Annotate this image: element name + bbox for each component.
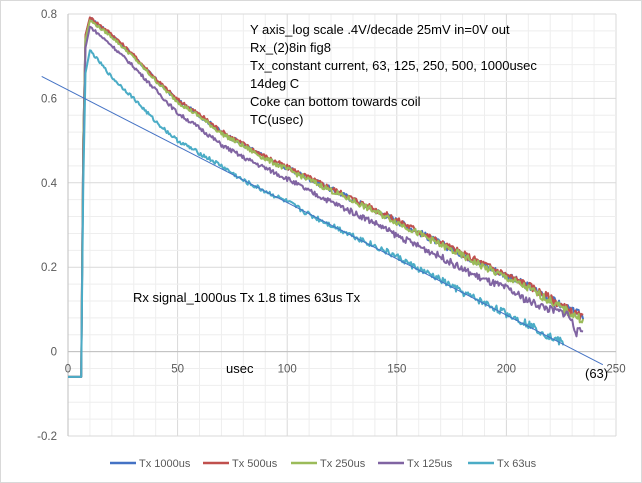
y-tick-label: 0.6: [41, 93, 57, 105]
note-line: Y axis_log scale .4V/decade 25mV in=0V o…: [250, 22, 510, 37]
tick-labels: -0.2 0 0.2 0.4 0.6 0.8 0 50 100 150 200 250: [37, 9, 625, 443]
series-lines: [41, 16, 604, 378]
x-axis-label: usec: [226, 361, 254, 376]
legend-item: Tx 250us: [291, 458, 366, 470]
legend-label: Tx 500us: [232, 458, 278, 470]
legend-item: Tx 500us: [203, 458, 278, 470]
gridlines: [67, 13, 617, 437]
rx-note: Rx signal_1000us Tx 1.8 times 63us Tx: [133, 290, 361, 305]
trendline-tx-63us: [41, 76, 604, 366]
legend-label: Tx 125us: [407, 458, 453, 470]
trend-label: (63): [585, 366, 608, 381]
legend-label: Tx 63us: [497, 458, 537, 470]
note-line: Coke can bottom towards coil: [250, 94, 421, 109]
y-tick-label: 0.2: [41, 262, 57, 274]
x-tick-label: 0: [65, 364, 71, 376]
x-tick-label: 200: [497, 364, 516, 376]
legend-item: Tx 125us: [378, 458, 453, 470]
legend: Tx 1000us Tx 500us Tx 250us Tx 125us Tx 63us: [110, 458, 537, 470]
note-line: Tx_constant current, 63, 125, 250, 500, …: [250, 58, 537, 73]
y-tick-label: -0.2: [37, 431, 57, 443]
legend-label: Tx 1000us: [139, 458, 191, 470]
note-line: Rx_(2)8in fig8: [250, 40, 331, 55]
note-line: 14deg C: [250, 76, 299, 91]
y-tick-label: 0.8: [41, 9, 57, 21]
x-tick-label: 250: [606, 364, 625, 376]
axes: [67, 14, 616, 436]
legend-label: Tx 250us: [320, 458, 366, 470]
annotations: Y axis_log scale .4V/decade 25mV in=0V o…: [133, 22, 608, 381]
x-tick-label: 50: [171, 364, 184, 376]
note-line: TC(usec): [250, 112, 303, 127]
x-tick-label: 150: [387, 364, 406, 376]
legend-item: Tx 63us: [468, 458, 537, 470]
legend-item: Tx 1000us: [110, 458, 191, 470]
y-tick-label: 0.4: [41, 178, 58, 190]
y-tick-label: 0: [51, 347, 57, 359]
series-line-tx-250us: [68, 19, 585, 378]
series-line-tx-125us: [68, 25, 584, 378]
series-line-tx-63us: [68, 49, 565, 378]
x-tick-label: 100: [278, 364, 297, 376]
